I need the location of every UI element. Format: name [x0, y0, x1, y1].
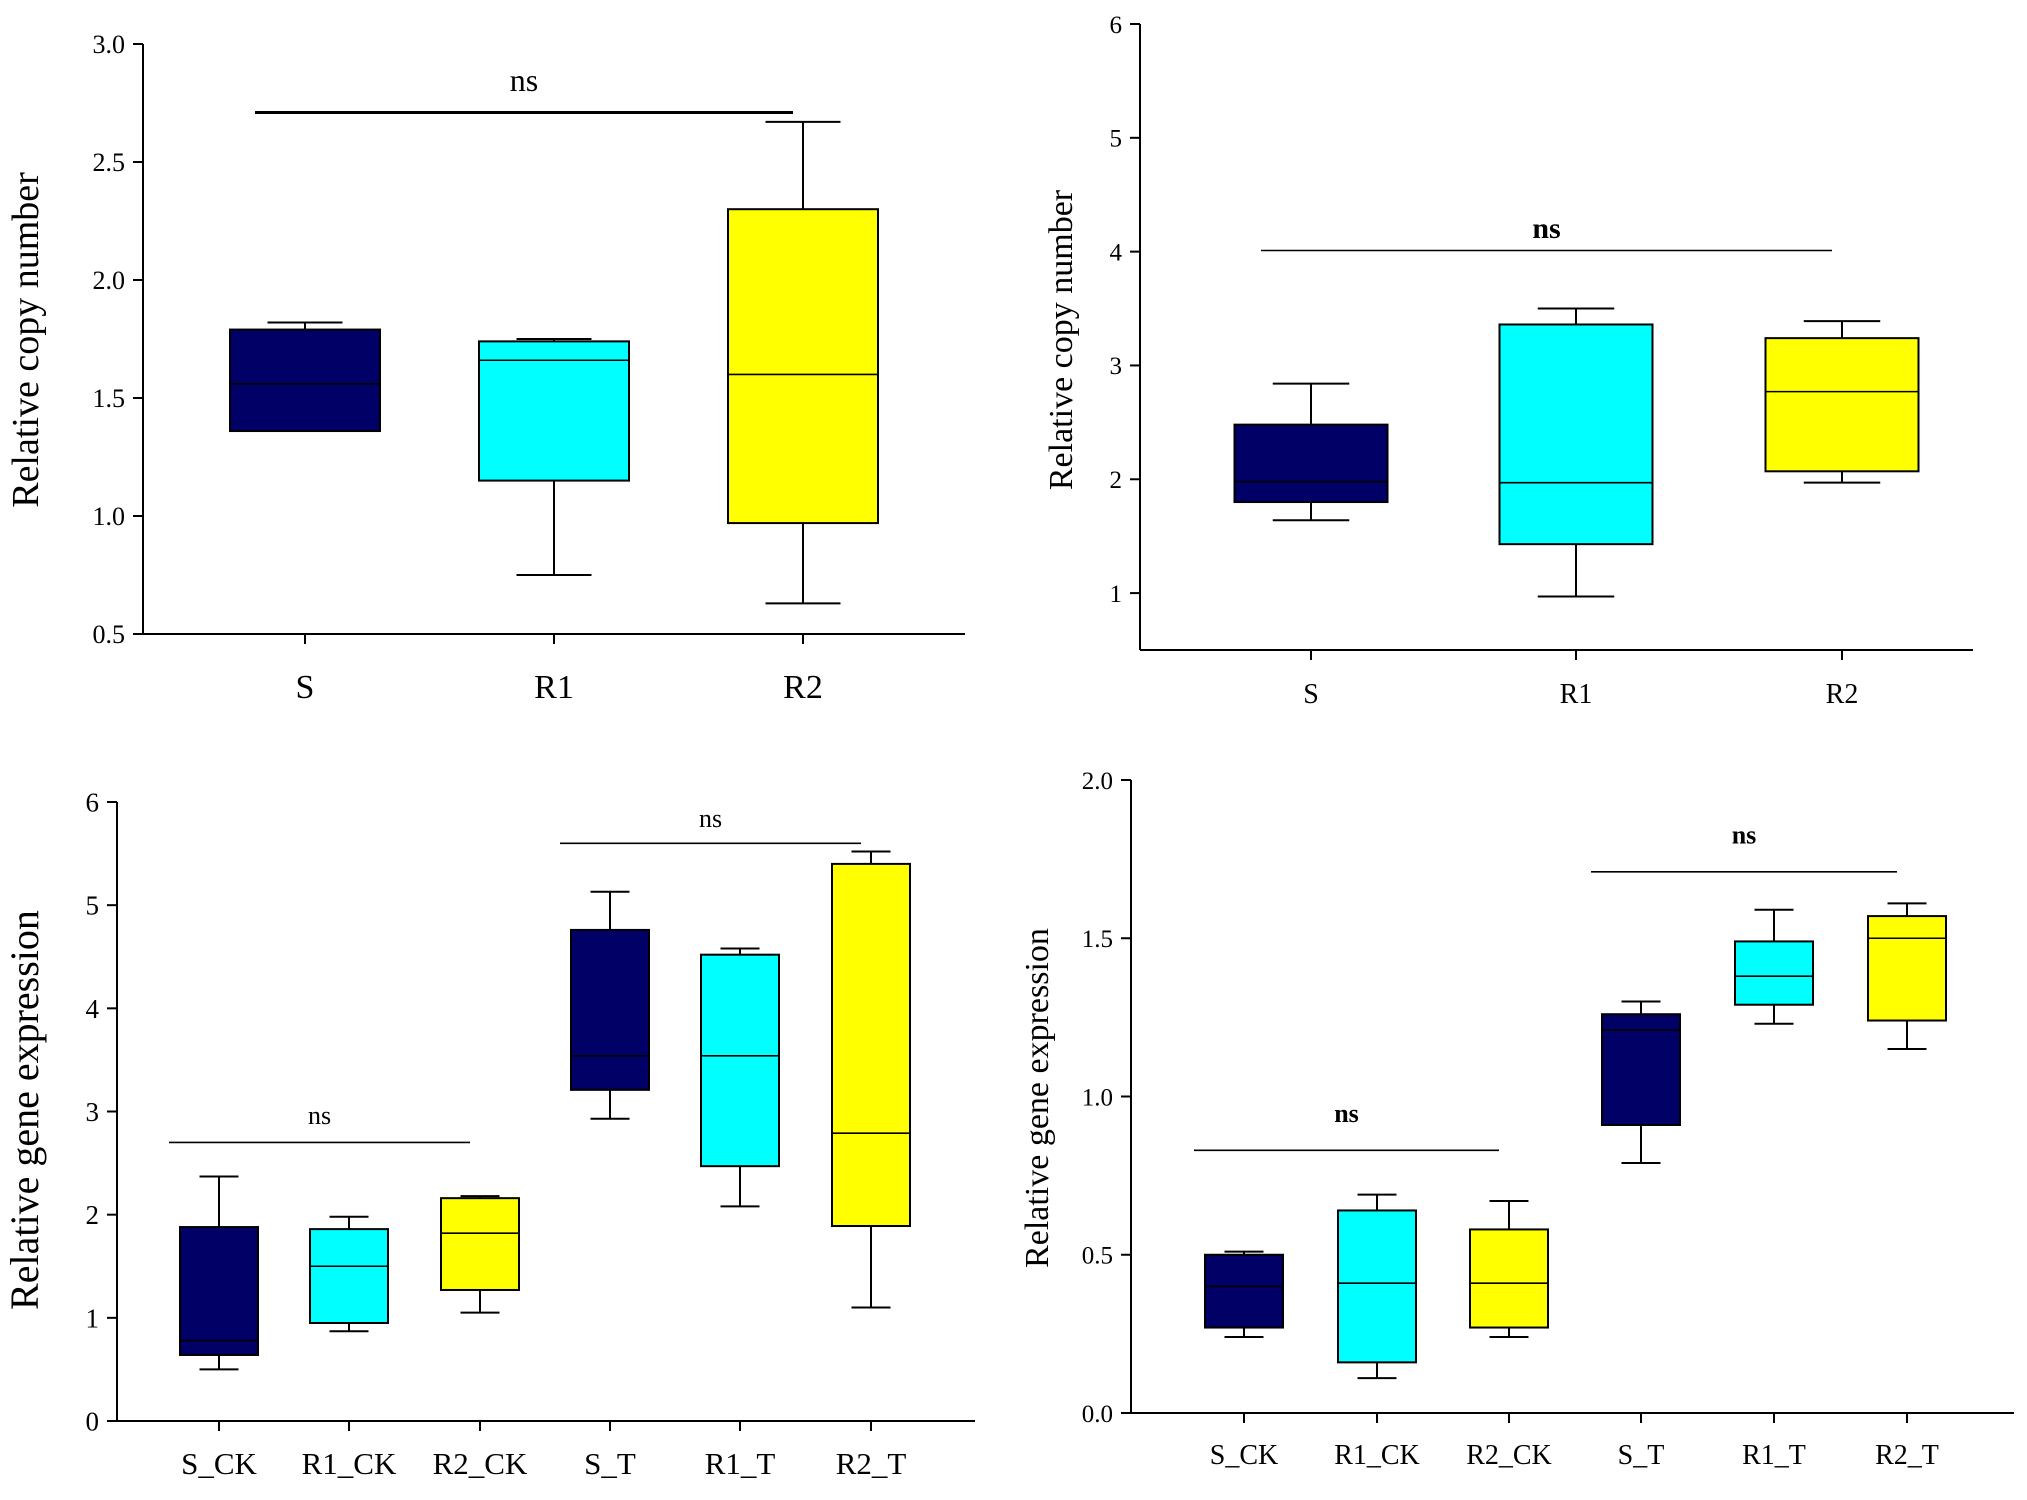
chart-panel-3: 0 1 2 3 4 5 6 Relative gene expression S_CK R1_CK… — [2, 787, 975, 1481]
y-tick-label: 1 — [86, 1303, 100, 1333]
x-tick-label: S — [1303, 679, 1319, 710]
x-tick-label: R2_CK — [433, 1446, 528, 1481]
box-body — [1337, 1209, 1417, 1364]
y-axis-title: Relative copy number — [1043, 189, 1080, 490]
box-R2_CK — [440, 1195, 520, 1314]
y-axis-title: Relative copy number — [5, 172, 47, 508]
y-tick-label: 3 — [86, 1097, 100, 1127]
box-S_CK — [1204, 1250, 1284, 1339]
box-R2 — [1764, 320, 1920, 484]
x-tick-label: R2 — [1826, 679, 1859, 710]
box-S_T — [570, 890, 650, 1120]
y-tick-label: 2 — [86, 1200, 100, 1230]
box-body — [440, 1197, 520, 1291]
box-R2_CK — [1469, 1199, 1549, 1339]
box-R1_CK — [1337, 1193, 1417, 1380]
x-tick-label: R1 — [534, 669, 574, 706]
box-R2_T — [831, 850, 911, 1309]
box-body — [700, 953, 780, 1168]
significance-label: ns — [308, 1101, 331, 1130]
y-tick-label: 0.5 — [93, 620, 126, 649]
x-tick-label: R2 — [783, 669, 823, 706]
x-tick-label: R2_T — [1875, 1440, 1939, 1471]
chart-panel-1: 0.5 1.0 1.5 2.0 2.5 3.0 Relative copy number S R… — [5, 30, 965, 706]
box-body — [727, 208, 879, 525]
box-R2_T — [1867, 902, 1947, 1051]
y-axis-title: Relative gene expression — [1019, 928, 1056, 1268]
box-R1_T — [1734, 908, 1814, 1025]
y-tick-label: 0.5 — [1082, 1243, 1113, 1270]
box-S_CK — [179, 1175, 259, 1371]
y-tick-label: 4 — [1110, 239, 1123, 266]
x-tick-label: S_CK — [181, 1446, 257, 1481]
y-tick-label: 2.0 — [93, 266, 126, 295]
box-R1 — [478, 338, 630, 576]
y-tick-label: 5 — [86, 891, 100, 921]
y-tick-label: 3.0 — [93, 30, 126, 59]
box-body — [1734, 940, 1814, 1006]
y-tick-label: 2.5 — [93, 148, 126, 177]
box-S_T — [1601, 1000, 1681, 1164]
box-R1_T — [700, 947, 780, 1208]
y-tick-label: 2 — [1110, 467, 1123, 494]
box-body — [1867, 915, 1947, 1022]
y-tick-label: 6 — [1110, 12, 1123, 39]
chart-panel-2: 1 2 3 4 5 6 Relative copy number S R1 R2 ns — [1043, 12, 1973, 710]
box-body — [1601, 1013, 1681, 1126]
x-tick-label: R1_CK — [302, 1446, 397, 1481]
x-tick-label: S_T — [1618, 1440, 1665, 1471]
significance-label: ns — [510, 62, 538, 98]
y-tick-label: 1.0 — [1082, 1084, 1113, 1111]
x-tick-label: R2_CK — [1466, 1440, 1552, 1471]
box-body — [229, 328, 381, 433]
box-R1_CK — [309, 1215, 389, 1333]
box-body — [478, 340, 630, 482]
chart-panel-4: 0.0 0.5 1.0 1.5 2.0 Relative gene expression S… — [1019, 768, 2014, 1471]
y-tick-label: 0.0 — [1082, 1401, 1113, 1428]
box-S — [229, 321, 381, 433]
x-tick-label: R1_CK — [1334, 1440, 1420, 1471]
y-tick-label: 1.5 — [93, 384, 126, 413]
x-tick-label: R2_T — [836, 1446, 907, 1481]
box-R2 — [727, 120, 879, 605]
y-tick-label: 1 — [1110, 581, 1123, 608]
x-tick-label: R1 — [1560, 679, 1593, 710]
significance-label: ns — [1732, 820, 1757, 849]
box-body — [1469, 1228, 1549, 1329]
x-tick-label: S_T — [584, 1446, 636, 1481]
y-axis-title: Relative gene expression — [2, 910, 47, 1310]
box-body — [831, 862, 911, 1228]
y-tick-label: 5 — [1110, 126, 1123, 153]
box-S — [1233, 382, 1389, 522]
y-tick-label: 2.0 — [1082, 768, 1113, 795]
y-tick-label: 1.5 — [1082, 926, 1113, 953]
x-tick-label: R1_T — [1742, 1440, 1806, 1471]
significance-label: ns — [699, 804, 722, 833]
box-body — [1764, 337, 1920, 473]
significance-label: ns — [1532, 212, 1560, 245]
y-tick-label: 1.0 — [93, 502, 126, 531]
box-body — [179, 1226, 259, 1356]
x-tick-label: S — [296, 669, 315, 706]
x-tick-label: S_CK — [1210, 1440, 1278, 1471]
box-body — [1233, 423, 1389, 504]
box-R1 — [1498, 307, 1654, 598]
box-body — [309, 1228, 389, 1324]
y-tick-label: 0 — [86, 1406, 100, 1436]
box-body — [570, 928, 650, 1091]
y-tick-label: 3 — [1110, 353, 1123, 380]
y-tick-label: 4 — [86, 994, 100, 1024]
box-body — [1204, 1253, 1284, 1329]
x-tick-label: R1_T — [705, 1446, 776, 1481]
box-body — [1498, 323, 1654, 546]
y-tick-label: 6 — [86, 787, 100, 817]
significance-label: ns — [1334, 1099, 1359, 1128]
